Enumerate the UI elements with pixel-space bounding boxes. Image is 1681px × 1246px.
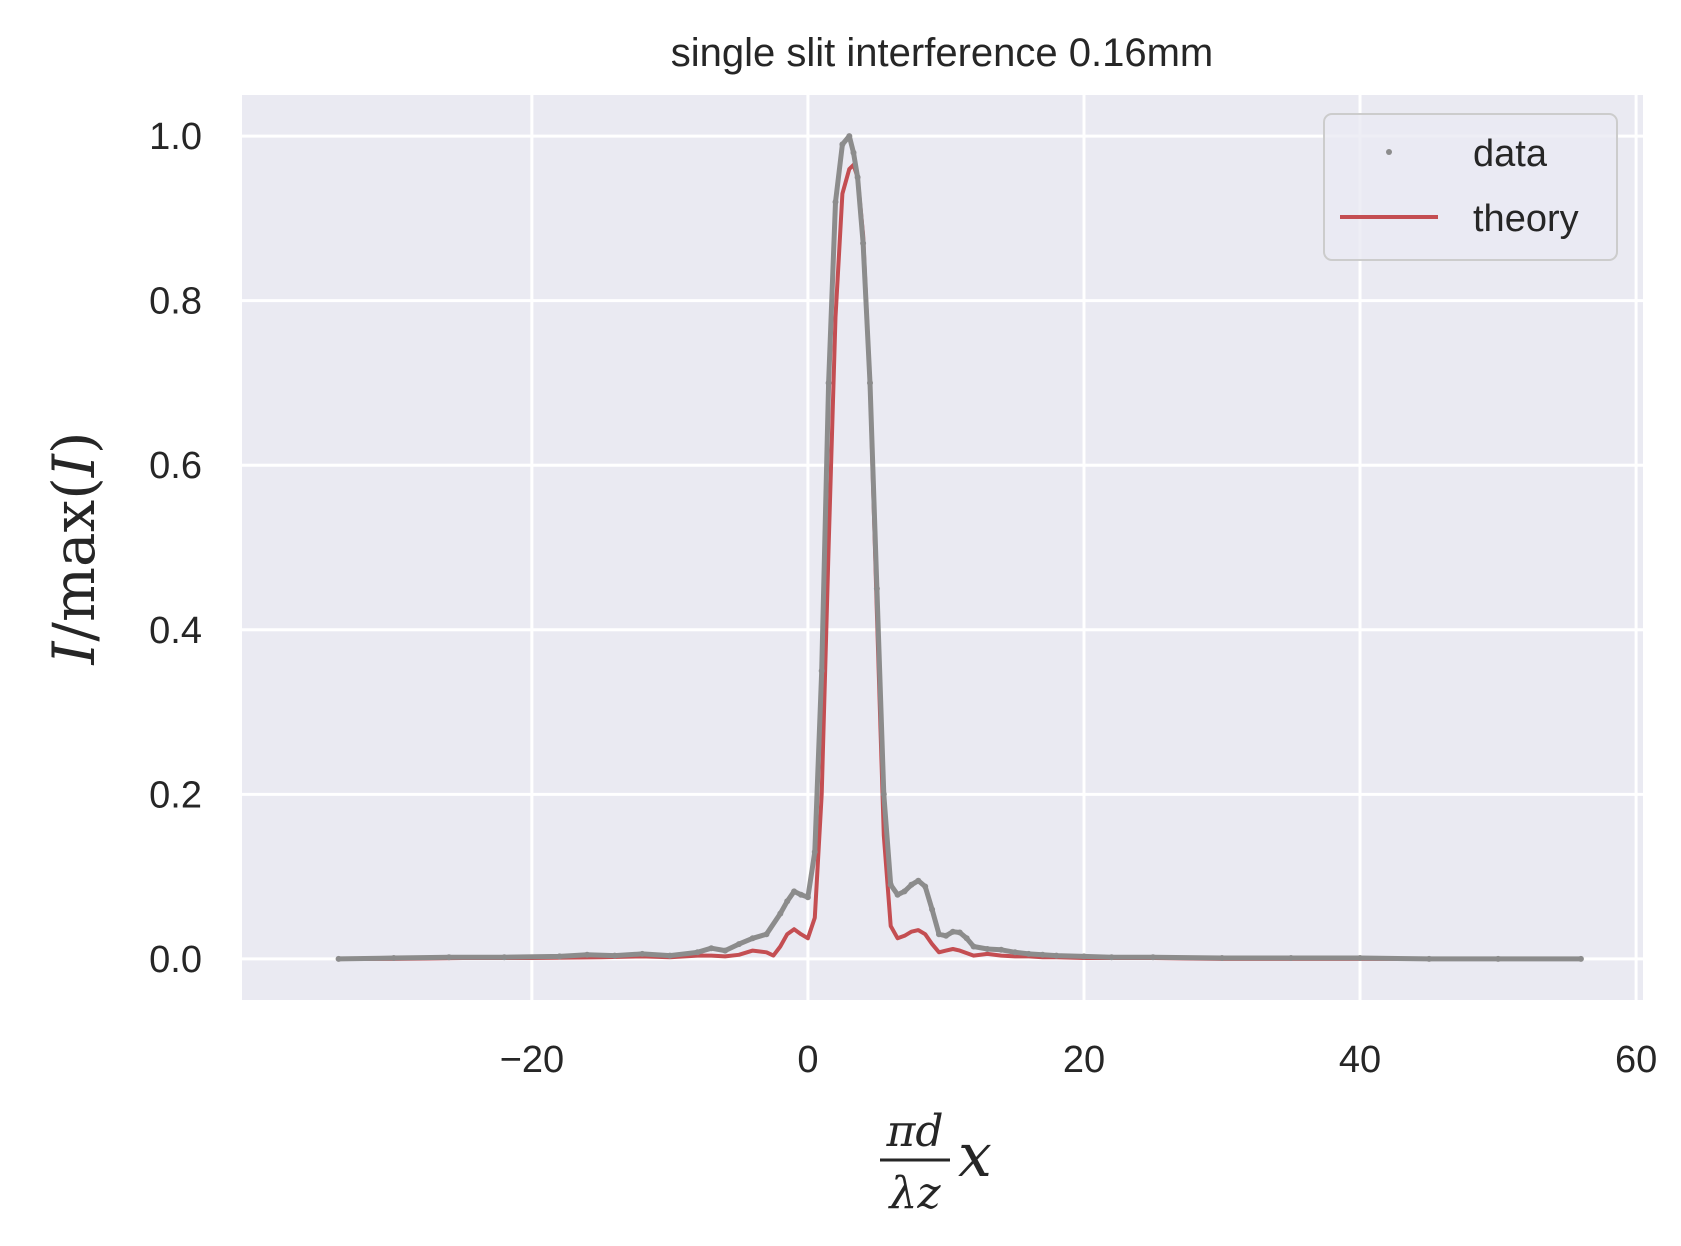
- data-point: [956, 929, 963, 936]
- data-point: [1288, 955, 1294, 961]
- y-label-open: (: [40, 477, 108, 500]
- data-point: [936, 931, 942, 938]
- data-point: [694, 949, 701, 956]
- data-point: [749, 935, 756, 942]
- data-point: [784, 898, 791, 905]
- x-axis-label: πd λz x: [880, 1106, 992, 1219]
- data-point: [887, 881, 894, 888]
- data-point: [1039, 951, 1046, 958]
- data-point: [1012, 949, 1018, 956]
- x-tick-label: 20: [1063, 1039, 1105, 1081]
- data-point: [846, 133, 853, 140]
- y-tick-label: 0.0: [149, 939, 202, 981]
- data-point: [984, 946, 991, 952]
- x-tick-label: 0: [797, 1039, 818, 1081]
- data-point: [963, 935, 970, 942]
- y-tick-label: 0.6: [149, 445, 202, 487]
- data-point: [894, 891, 901, 898]
- data-point: [915, 877, 922, 884]
- data-point: [1495, 955, 1502, 962]
- data-point: [722, 947, 729, 954]
- data-point: [1150, 954, 1156, 961]
- data-point: [798, 891, 804, 898]
- legend-data-marker: [1386, 149, 1392, 155]
- data-point: [818, 667, 825, 674]
- data-point: [611, 952, 618, 959]
- data-point: [763, 931, 770, 938]
- y-label-arg: I: [40, 453, 108, 478]
- y-label-var: I: [40, 640, 108, 665]
- x-tick-label: 60: [1615, 1039, 1657, 1081]
- data-point: [873, 585, 880, 592]
- data-point: [639, 950, 646, 957]
- data-point: [777, 910, 784, 917]
- data-point: [708, 945, 715, 952]
- data-point: [860, 240, 867, 247]
- data-point: [1108, 954, 1115, 961]
- data-point: [880, 791, 887, 798]
- data-point: [1081, 953, 1087, 960]
- x-label-numerator: πd: [885, 1106, 943, 1157]
- data-point: [791, 888, 798, 895]
- data-point: [970, 943, 977, 950]
- data-point: [1219, 955, 1225, 961]
- y-label-func: max: [40, 500, 108, 622]
- y-label-slash: /: [40, 622, 108, 642]
- data-point: [908, 881, 915, 888]
- y-tick-label: 0.8: [149, 281, 202, 323]
- data-point: [1053, 952, 1060, 959]
- data-point: [922, 883, 929, 890]
- y-tick-label: 0.2: [149, 774, 202, 816]
- series-layer: [335, 133, 1584, 962]
- data-point: [666, 952, 673, 959]
- data-point: [949, 928, 956, 935]
- data-point: [998, 946, 1005, 953]
- data-point: [850, 149, 857, 156]
- data-point: [335, 955, 342, 962]
- data-point: [1426, 955, 1433, 962]
- legend: data theory: [1323, 113, 1618, 261]
- y-tick-labels: 0.0 0.2 0.4 0.6 0.8 1.0: [149, 116, 202, 981]
- legend-label-data: data: [1473, 133, 1548, 175]
- data-point: [854, 174, 861, 181]
- data-point: [556, 953, 563, 960]
- y-label-close: ): [40, 432, 108, 455]
- data-point: [825, 380, 832, 386]
- y-tick-label: 0.4: [149, 610, 202, 652]
- x-label-suffix: x: [958, 1121, 992, 1191]
- chart-title: single slit interference 0.16mm: [671, 31, 1213, 75]
- data-point: [867, 380, 873, 386]
- x-tick-labels: −20 0 20 40 60: [500, 1039, 1658, 1081]
- legend-box: [1323, 113, 1618, 261]
- data-point: [811, 848, 818, 855]
- x-tick-label: 40: [1339, 1039, 1381, 1081]
- data-point: [584, 951, 591, 958]
- y-tick-label: 1.0: [149, 116, 202, 158]
- data-point: [735, 941, 742, 948]
- x-tick-label: −20: [500, 1039, 564, 1081]
- legend-label-theory: theory: [1473, 198, 1579, 240]
- data-point: [390, 955, 397, 961]
- data-point: [832, 199, 839, 205]
- data-point: [804, 894, 811, 901]
- data-point: [1577, 955, 1584, 962]
- y-axis-label: I/max(I): [40, 432, 108, 666]
- data-point: [1025, 950, 1032, 957]
- data-point: [839, 141, 846, 148]
- x-label-denominator: λz: [887, 1168, 941, 1219]
- data-point: [1357, 955, 1363, 961]
- data-point: [929, 906, 936, 913]
- data-point: [943, 932, 949, 939]
- data-point: [501, 954, 508, 961]
- data-point: [901, 888, 908, 895]
- data-point: [446, 954, 452, 961]
